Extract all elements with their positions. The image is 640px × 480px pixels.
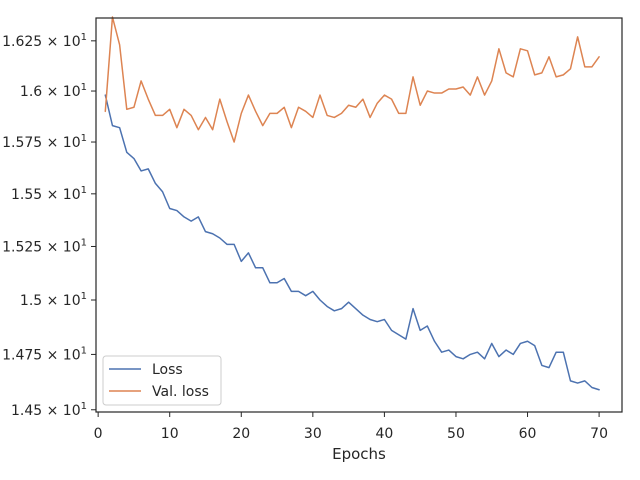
y-tick-label: 1.6 × 101: [20, 82, 87, 100]
x-tick-label: 10: [161, 426, 179, 442]
plot-frame: [95, 17, 623, 413]
legend-label-loss: Loss: [152, 362, 183, 378]
series-layer: [104, 16, 600, 391]
legend-label-val-loss: Val. loss: [152, 384, 209, 400]
y-tick-label: 1.575 × 101: [2, 133, 87, 151]
x-tick-label: 20: [232, 426, 250, 442]
x-tick-label: 30: [304, 426, 322, 442]
x-tick-label: 60: [519, 426, 537, 442]
series-line-val-loss: [104, 16, 600, 143]
y-tick-label: 1.475 × 101: [2, 345, 87, 363]
x-tick-label: 50: [447, 426, 465, 442]
legend: Loss Val. loss: [102, 355, 222, 406]
x-axis: 0 10 20 30 40 50 60 70: [94, 412, 608, 442]
y-tick-label: 1.5 × 101: [20, 291, 87, 309]
x-tick-label: 40: [375, 426, 393, 442]
x-tick-label: 70: [590, 426, 608, 442]
x-axis-label: Epochs: [332, 445, 386, 463]
y-tick-label: 1.625 × 101: [2, 32, 87, 50]
y-axis: 1.45 × 101 1.475 × 101 1.5 × 101 1.525 × 10…: [2, 32, 96, 419]
x-tick-label: 0: [94, 426, 103, 442]
y-tick-label: 1.525 × 101: [2, 237, 87, 255]
series-line-loss: [104, 94, 600, 391]
y-tick-label: 1.55 × 101: [11, 185, 87, 203]
y-tick-label: 1.45 × 101: [11, 401, 87, 419]
